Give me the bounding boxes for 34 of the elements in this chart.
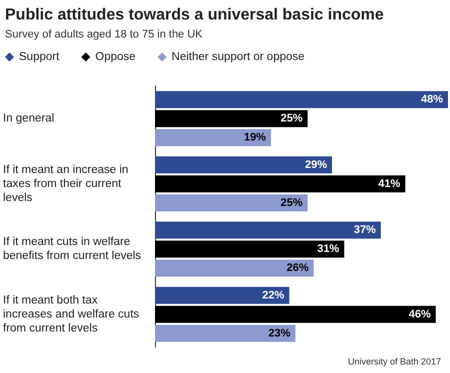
y-tick-label: In general bbox=[3, 112, 54, 125]
data-label: 37% bbox=[354, 224, 376, 236]
bar bbox=[155, 110, 308, 128]
y-tick-label: If it meant cuts in welfare benefits from current levels bbox=[3, 236, 142, 262]
bar bbox=[155, 156, 332, 174]
data-label: 22% bbox=[262, 289, 284, 302]
bar bbox=[155, 175, 406, 192]
chart-title: Public attitudes towards a universal basic income bbox=[5, 6, 384, 24]
bar bbox=[155, 240, 344, 258]
data-label: 29% bbox=[304, 158, 328, 171]
text: University of Bath 2017 bbox=[348, 356, 442, 366]
bar bbox=[155, 222, 381, 239]
data-label: 31% bbox=[317, 243, 340, 256]
bar bbox=[155, 129, 271, 146]
bar bbox=[155, 91, 448, 108]
data-label: 26% bbox=[286, 262, 309, 274]
data-label: 46% bbox=[408, 308, 431, 320]
bar bbox=[155, 306, 436, 323]
legend-label: Oppose bbox=[95, 51, 136, 63]
data-label: 41% bbox=[378, 178, 400, 190]
data-label: 25% bbox=[280, 112, 303, 125]
bar bbox=[155, 194, 308, 212]
legend-label: Neither support or oppose bbox=[172, 51, 305, 63]
y-tick-label: If it meant an increase in taxes from their current levels bbox=[3, 164, 132, 204]
y-tick-label: If it meant both tax increases and welfare cuts from current levels bbox=[3, 294, 142, 334]
chart-subtitle: Survey of adults aged 18 to 75 in the UK bbox=[5, 28, 204, 40]
legend-label: Support bbox=[19, 51, 60, 63]
bar bbox=[155, 260, 314, 277]
bar bbox=[155, 324, 296, 342]
bar bbox=[155, 286, 290, 304]
data-label: 48% bbox=[420, 94, 444, 106]
data-label: 25% bbox=[280, 196, 303, 209]
data-label: 23% bbox=[268, 327, 291, 340]
data-label: 19% bbox=[244, 132, 266, 144]
